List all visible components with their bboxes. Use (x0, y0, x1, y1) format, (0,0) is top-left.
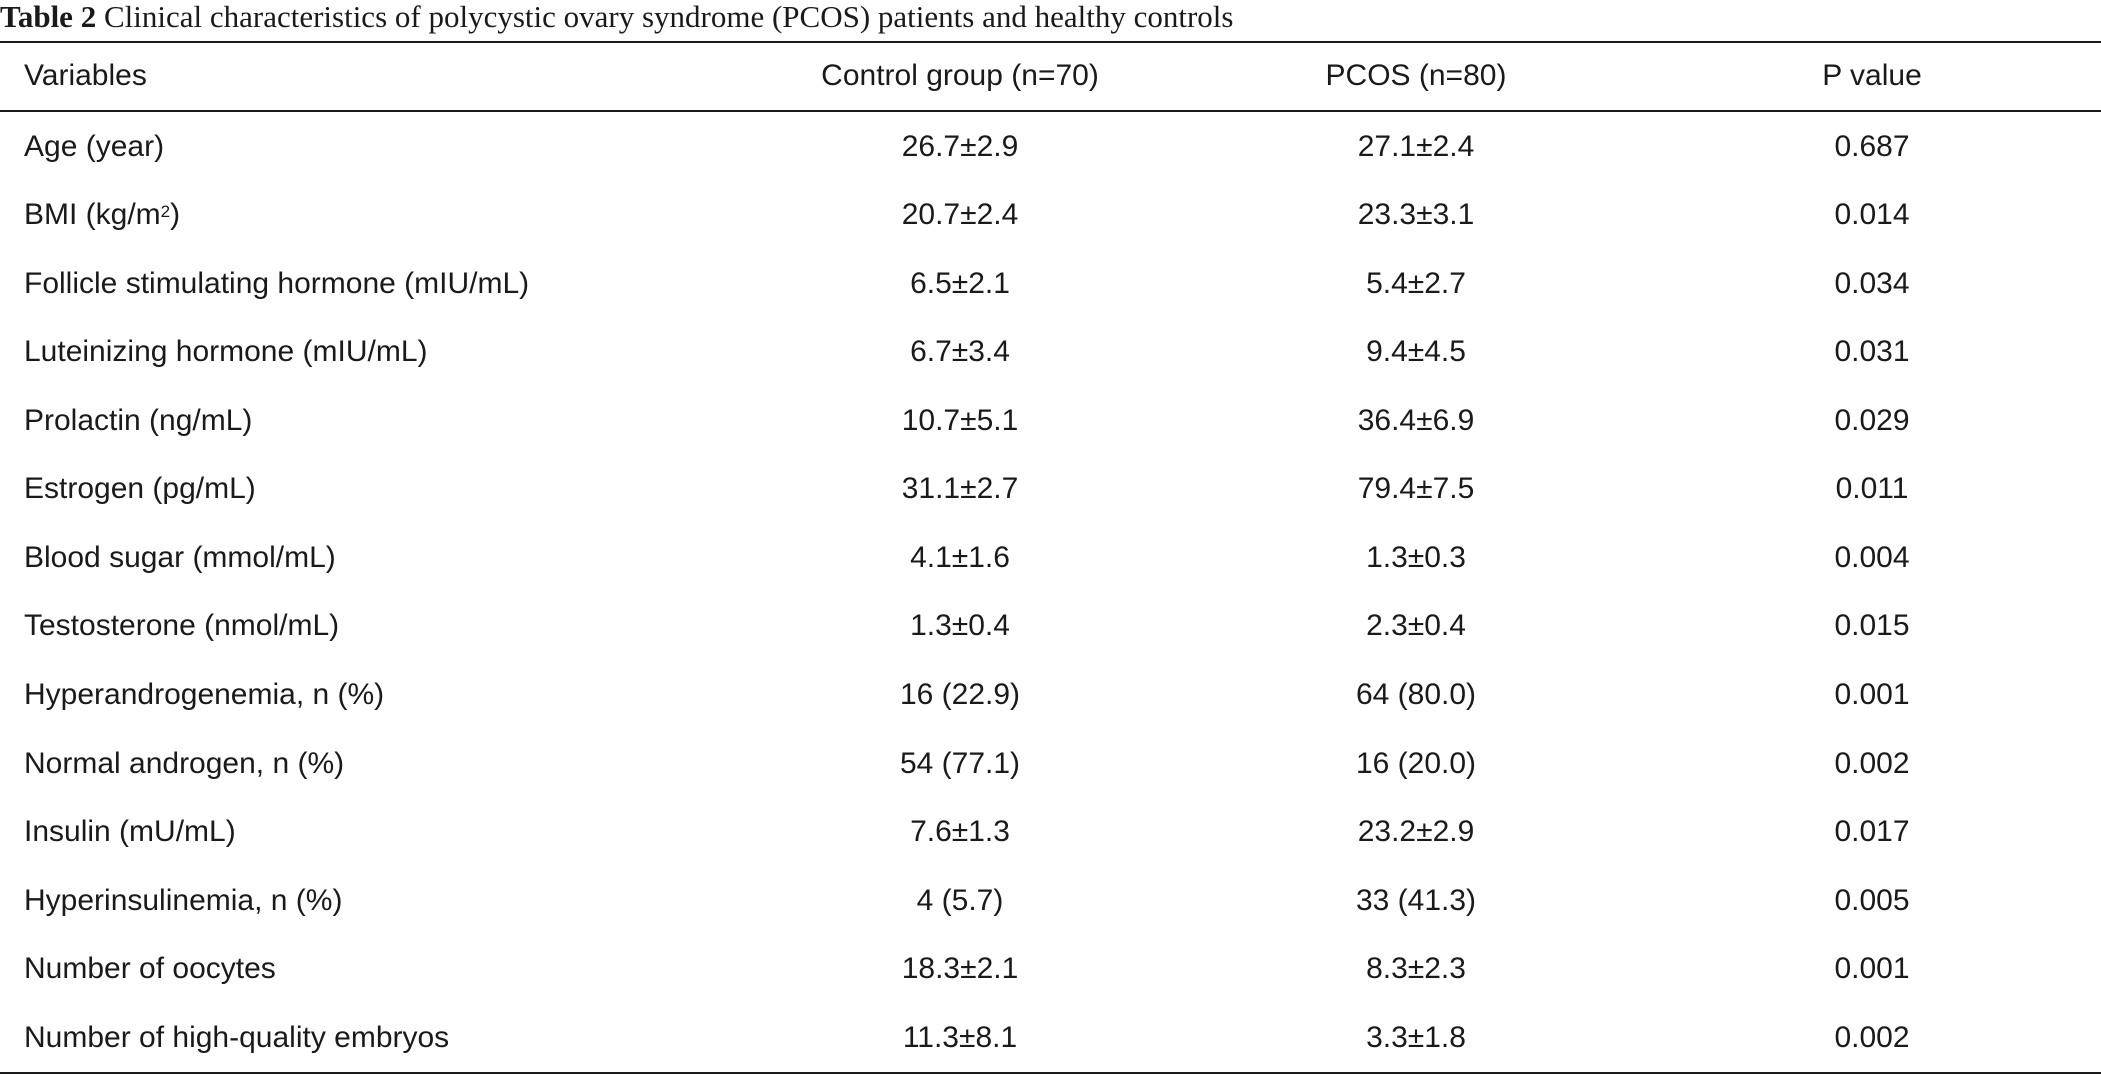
cell-variable: BMI (kg/m 2) (24, 198, 181, 232)
variable-suffix: ) (170, 198, 181, 232)
cell-variable: Prolactin (ng/mL) (24, 386, 764, 455)
table-row: Luteinizing hormone (mIU/mL) 6.7±3.4 9.4±4… (0, 318, 2101, 387)
cell-control-value: 31.1±2.7 (901, 472, 1019, 506)
table-row: Number of high-quality embryos 11.3±8.1 3.… (0, 1003, 2101, 1072)
variable-label: Number of high-quality embryos (24, 1020, 450, 1054)
variable-label: Testosterone (nmol/mL) (24, 609, 340, 643)
cell-control-value: 26.7±2.9 (901, 129, 1019, 163)
cell-variable: Normal androgen, n (%) (24, 729, 764, 798)
cell-variable: Hyperinsulinemia, n (%) (24, 866, 764, 935)
cell-pcos-value: 23.3±3.1 (1357, 198, 1475, 232)
cell-p-value: 0.031 (1834, 335, 1910, 369)
cell-pcos-value: 1.3±0.3 (1366, 540, 1466, 574)
table-row: Blood sugar (mmol/mL) 4.1±1.6 1.3±0.3 0.004 (0, 523, 2101, 592)
variable-label: Blood sugar (mmol/mL) (24, 540, 336, 574)
variable-label: Normal androgen, n (%) (24, 746, 345, 780)
variable-label: Insulin (mU/mL) (24, 815, 236, 849)
cell-control-value: 20.7±2.4 (901, 198, 1019, 232)
variable-label: Prolactin (ng/mL) (24, 403, 253, 437)
variable-label: BMI (kg/m (24, 198, 161, 232)
cell-p-value: 0.034 (1834, 266, 1910, 300)
table-row: Age (year) 26.7±2.9 27.1±2.4 0.687 (0, 112, 2101, 181)
cell-control-value: 4.1±1.6 (910, 540, 1010, 574)
cell-control-value: 18.3±2.1 (901, 952, 1019, 986)
cell-pcos-value: 33 (41.3) (1355, 883, 1477, 917)
header-control-group: Control group (n=70) (821, 59, 1099, 92)
table-row: Insulin (mU/mL) 7.6±1.3 23.2±2.9 0.017 (0, 798, 2101, 867)
table-caption-label: Table 2 (0, 0, 97, 34)
variable-label: Hyperinsulinemia, n (%) (24, 883, 343, 917)
cell-pcos-value: 8.3±2.3 (1366, 952, 1466, 986)
variable-label: Luteinizing hormone (mIU/mL) (24, 335, 428, 369)
cell-p-value: 0.002 (1834, 1020, 1910, 1054)
cell-p-value: 0.011 (1835, 472, 1909, 506)
cell-control-value: 4 (5.7) (916, 883, 1004, 917)
cell-p-value: 0.005 (1834, 883, 1910, 917)
cell-variable: Insulin (mU/mL) (24, 798, 764, 867)
table-caption: Table 2 Clinical characteristics of poly… (0, 0, 1233, 40)
header-pcos: PCOS (n=80) (1325, 59, 1507, 92)
cell-pcos-value: 2.3±0.4 (1366, 609, 1466, 643)
variable-label: Age (year) (24, 129, 165, 163)
cell-control-value: 11.3±8.1 (902, 1020, 1018, 1054)
table-bottom-rule (0, 1072, 2101, 1074)
table-row: Hyperinsulinemia, n (%) 4 (5.7) 33 (41.3) 0… (0, 866, 2101, 935)
cell-variable: Estrogen (pg/mL) (24, 455, 764, 524)
cell-pcos-value: 3.3±1.8 (1366, 1020, 1466, 1054)
cell-control-value: 6.5±2.1 (910, 266, 1010, 300)
table-row: Number of oocytes 18.3±2.1 8.3±2.3 0.001 (0, 935, 2101, 1004)
cell-p-value: 0.001 (1834, 952, 1910, 986)
table-row: Normal androgen, n (%) 54 (77.1) 16 (20.0)… (0, 729, 2101, 798)
cell-p-value: 0.004 (1834, 540, 1910, 574)
cell-p-value: 0.029 (1834, 403, 1910, 437)
cell-variable: Number of oocytes (24, 935, 764, 1004)
table-row: Follicle stimulating hormone (mIU/mL) 6.5… (0, 249, 2101, 318)
cell-variable: Hyperandrogenemia, n (%) (24, 661, 764, 730)
cell-pcos-value: 79.4±7.5 (1357, 472, 1475, 506)
variable-label: Hyperandrogenemia, n (%) (24, 678, 385, 712)
cell-pcos-value: 9.4±4.5 (1366, 335, 1466, 369)
cell-p-value: 0.001 (1834, 678, 1910, 712)
cell-pcos-value: 16 (20.0) (1355, 746, 1477, 780)
table-row: Hyperandrogenemia, n (%) 16 (22.9) 64 (80.… (0, 661, 2101, 730)
cell-variable: Blood sugar (mmol/mL) (24, 523, 764, 592)
table-row: BMI (kg/m 2) 20.7±2.4 23.3±3.1 0.014 (0, 181, 2101, 250)
cell-control-value: 7.6±1.3 (910, 815, 1010, 849)
cell-p-value: 0.687 (1834, 129, 1910, 163)
variable-label: Estrogen (pg/mL) (24, 472, 256, 506)
cell-control-value: 10.7±5.1 (901, 403, 1019, 437)
table-top-rule (0, 41, 2101, 43)
cell-pcos-value: 5.4±2.7 (1366, 266, 1466, 300)
table-row: Prolactin (ng/mL) 10.7±5.1 36.4±6.9 0.029 (0, 386, 2101, 455)
cell-pcos-value: 27.1±2.4 (1357, 129, 1475, 163)
variable-label: Number of oocytes (24, 952, 276, 986)
cell-variable: Luteinizing hormone (mIU/mL) (24, 318, 764, 387)
cell-variable: Testosterone (nmol/mL) (24, 592, 764, 661)
table-row: Testosterone (nmol/mL) 1.3±0.4 2.3±0.4 0.01… (0, 592, 2101, 661)
table-header-rule (0, 110, 2101, 112)
cell-variable: Number of high-quality embryos (24, 1003, 764, 1072)
cell-control-value: 54 (77.1) (899, 746, 1021, 780)
cell-p-value: 0.002 (1834, 746, 1910, 780)
variable-label: Follicle stimulating hormone (mIU/mL) (24, 266, 530, 300)
header-p-value: P value (1822, 59, 1922, 92)
cell-control-value: 1.3±0.4 (910, 609, 1010, 643)
cell-p-value: 0.017 (1834, 815, 1910, 849)
cell-pcos-value: 23.2±2.9 (1357, 815, 1475, 849)
table-caption-text: Clinical characteristics of polycystic o… (103, 0, 1234, 34)
cell-p-value: 0.014 (1834, 198, 1910, 232)
cell-control-value: 6.7±3.4 (910, 335, 1010, 369)
cell-variable: Age (year) (24, 112, 764, 181)
cell-control-value: 16 (22.9) (899, 678, 1021, 712)
cell-pcos-value: 36.4±6.9 (1357, 403, 1475, 437)
cell-variable: Follicle stimulating hormone (mIU/mL) (24, 249, 764, 318)
cell-pcos-value: 64 (80.0) (1355, 678, 1477, 712)
header-variables: Variables (24, 59, 147, 92)
cell-p-value: 0.015 (1834, 609, 1910, 643)
table-row: Estrogen (pg/mL) 31.1±2.7 79.4±7.5 0.011 (0, 455, 2101, 524)
table-header-row: Variables Control group (n=70) PCOS (n=8… (0, 42, 2101, 110)
